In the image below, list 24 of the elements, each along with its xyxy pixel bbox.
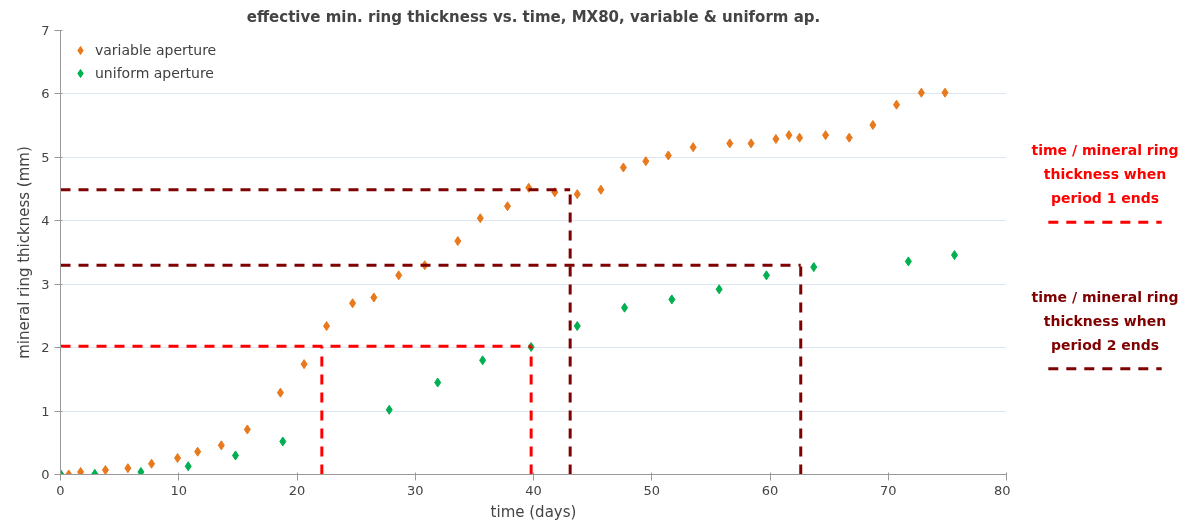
y-tick-label: 0: [41, 467, 50, 482]
x-tick-label: 10: [170, 482, 188, 498]
y-tick-label: 7: [41, 23, 50, 38]
x-tick-label: 30: [406, 482, 424, 498]
y-axis-title: mineral ring thickness (mm): [15, 146, 34, 359]
legend-label: uniform aperture: [95, 65, 214, 81]
x-tick-label: 50: [643, 482, 661, 498]
y-tick-label: 6: [41, 86, 50, 102]
x-tick-label: 60: [761, 482, 779, 498]
x-tick-label: 40: [525, 482, 542, 498]
x-tick-label: 70: [879, 482, 897, 498]
x-tick-label: 20: [288, 482, 306, 498]
x-tick-label: 80: [993, 482, 1011, 498]
y-tick-label: 1: [41, 403, 50, 419]
legend-label: variable aperture: [95, 42, 217, 58]
text: time / mineral ring thickness when period 1 ends: [1031, 142, 1179, 207]
y-tick-label: 2: [41, 340, 50, 356]
text: time / mineral ring thickness when period 2 ends: [1031, 288, 1179, 353]
x-axis-title: time (days): [490, 502, 577, 521]
y-tick-label: 4: [41, 213, 50, 229]
y-tick-label: 3: [41, 276, 50, 292]
chart-title: effective min. ring thickness vs. time, MX80, variable & uniform ap.: [246, 7, 821, 26]
x-tick-label: 0: [56, 482, 65, 498]
y-tick-label: 5: [41, 149, 50, 165]
